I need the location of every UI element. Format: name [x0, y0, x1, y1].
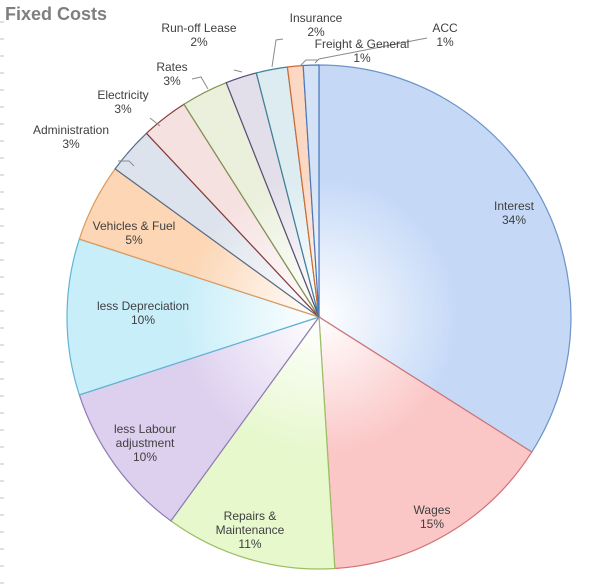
leader-line: [271, 38, 284, 68]
leader-line: [191, 76, 209, 90]
slice-label: ACC 1%: [432, 21, 458, 49]
slice-label: Interest 34%: [494, 199, 535, 227]
leader-lines: [118, 37, 428, 167]
slice-label: Vehicles & Fuel 5%: [93, 219, 176, 247]
axis-ticks: [0, 21, 4, 584]
pie-slice-less-labour-adjustment: [78, 315, 321, 522]
leader-line: [233, 69, 243, 73]
slice-label: Administration 3%: [33, 123, 109, 151]
pie-slice-less-depreciation: [66, 238, 321, 396]
slice-label: Rates 3%: [156, 60, 187, 88]
slice-label: Electricity 3%: [97, 88, 148, 116]
leader-line: [314, 37, 428, 64]
pie-slice-acc: [302, 64, 320, 318]
slice-label: Repairs & Maintenance 11%: [216, 509, 285, 551]
pie-slice-repairs-maintenance: [170, 315, 336, 570]
leader-line: [118, 160, 135, 167]
pie-slice-interest: [318, 64, 572, 453]
slice-labels: Interest 34% Wages 15% Repairs & Maintenance 1…: [33, 11, 535, 551]
slice-label: Wages 15%: [414, 503, 451, 531]
pie-slice-wages: [318, 315, 533, 570]
slice-label: Freight & General 1%: [315, 37, 410, 65]
slice-label: Insurance 2%: [290, 11, 343, 39]
chart-title: Fixed Costs: [5, 4, 108, 24]
leader-line: [299, 59, 318, 67]
slice-label: less Labour adjustment 10%: [114, 422, 176, 464]
pie-slices: [66, 64, 572, 570]
slice-label: Run-off Lease 2%: [161, 21, 236, 49]
leader-line: [149, 117, 161, 127]
slice-label: less Depreciation 10%: [97, 299, 189, 327]
